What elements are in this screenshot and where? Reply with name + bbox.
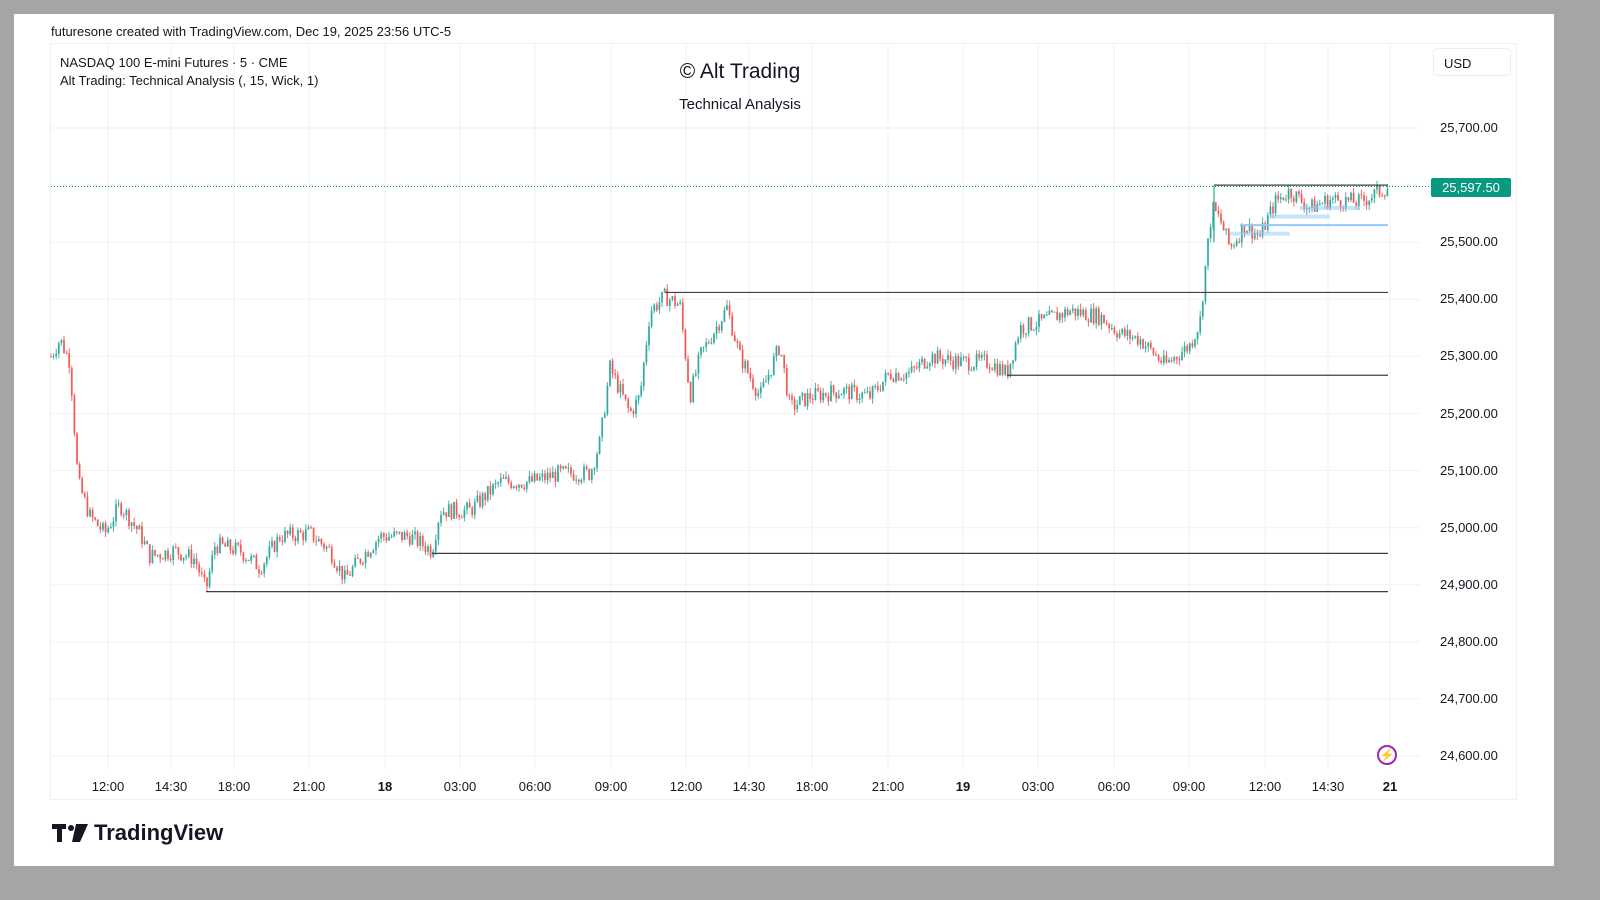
time-axis-label: 12:00 — [1248, 779, 1282, 794]
price-axis-label: 25,100.00 — [1440, 462, 1498, 478]
price-axis-label: 24,600.00 — [1440, 748, 1498, 764]
time-axis-label: 19 — [955, 779, 971, 794]
price-axis-label: 25,400.00 — [1440, 291, 1498, 307]
time-axis-label: 09:00 — [1172, 779, 1206, 794]
time-axis-label: 12:00 — [669, 779, 703, 794]
time-axis-label: 06:00 — [518, 779, 552, 794]
time-axis-label: 03:00 — [443, 779, 477, 794]
time-axis-label: 18:00 — [795, 779, 829, 794]
time-axis-label: 21:00 — [871, 779, 905, 794]
time-axis-label: 06:00 — [1097, 779, 1131, 794]
tv-logo-icon — [52, 824, 88, 842]
time-axis-label: 14:30 — [732, 779, 766, 794]
tradingview-logo: TradingView — [52, 820, 223, 846]
time-axis-label: 21 — [1382, 779, 1398, 794]
chart-card — [14, 14, 1554, 866]
price-axis-label: 25,500.00 — [1440, 234, 1498, 250]
price-axis-label: 25,300.00 — [1440, 348, 1498, 364]
chart-legend: NASDAQ 100 E-mini Futures · 5 · CME Alt … — [60, 54, 318, 90]
time-axis-label: 14:30 — [154, 779, 188, 794]
time-axis-label: 21:00 — [292, 779, 326, 794]
chart-pane[interactable] — [50, 43, 1517, 800]
time-axis-label: 03:00 — [1021, 779, 1055, 794]
time-axis-label: 14:30 — [1311, 779, 1345, 794]
time-axis-label: 18 — [377, 779, 393, 794]
currency-button[interactable]: USD — [1433, 48, 1511, 76]
time-axis-label: 18:00 — [217, 779, 251, 794]
brand-name: TradingView — [94, 820, 224, 845]
price-axis-label: 25,200.00 — [1440, 405, 1498, 421]
lightning-icon[interactable]: ⚡ — [1377, 745, 1397, 765]
credit-line: futuresone created with TradingView.com,… — [51, 24, 452, 39]
last-price-tag: 25,597.50 — [1431, 178, 1511, 197]
price-axis-label: 24,700.00 — [1440, 691, 1498, 706]
indicator-label[interactable]: Alt Trading: Technical Analysis (, 15, W… — [60, 73, 319, 88]
price-axis-label: 24,900.00 — [1440, 576, 1498, 592]
watermark-subtitle: Technical Analysis — [679, 96, 801, 113]
symbol-label[interactable]: NASDAQ 100 E-mini Futures · 5 · CME — [60, 55, 288, 70]
time-axis-label: 12:00 — [91, 779, 125, 794]
price-axis-label: 24,800.00 — [1440, 633, 1498, 649]
watermark-title: © Alt Trading — [679, 60, 801, 83]
price-axis-label: 25,000.00 — [1440, 519, 1498, 535]
price-axis-label: 25,700.00 — [1440, 120, 1498, 135]
time-axis-label: 09:00 — [594, 779, 628, 794]
